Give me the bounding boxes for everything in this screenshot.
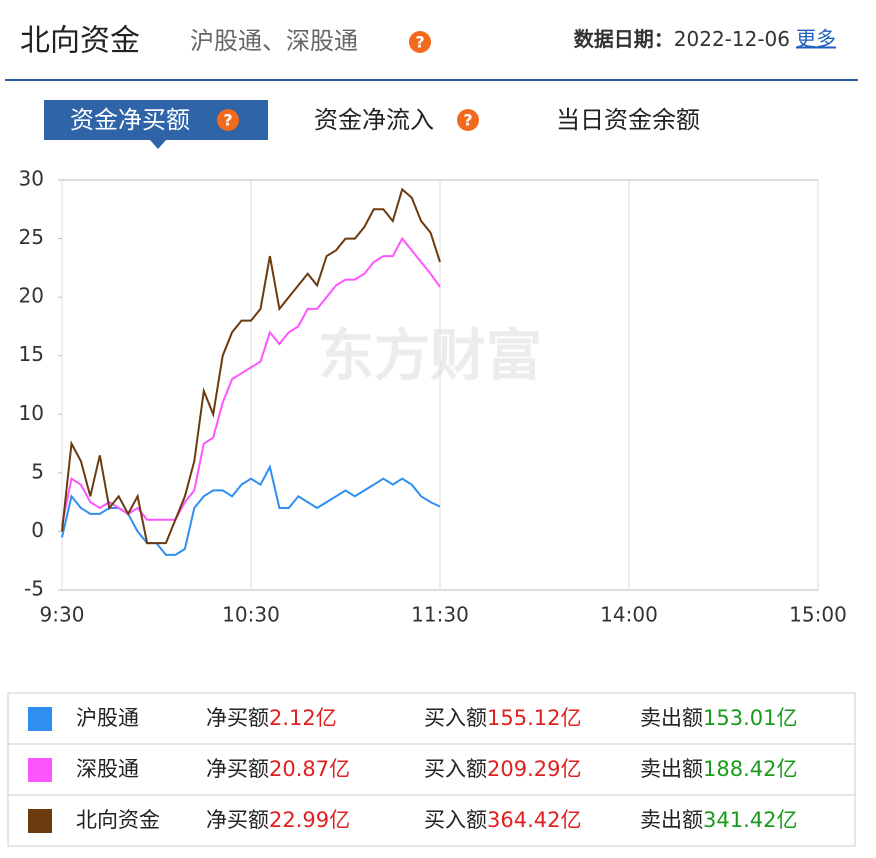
date: 2022-12-06 <box>674 27 790 51</box>
net-value: 2.12亿 <box>269 706 337 730</box>
x-tick-label: 15:00 <box>789 603 847 627</box>
sell-label: 卖出额 <box>640 706 703 730</box>
sell-value: 188.42亿 <box>703 757 797 781</box>
svg-text:?: ? <box>415 33 424 52</box>
tab-label: 资金净买额 <box>70 106 190 134</box>
buy-cell: 买入额155.12亿 <box>424 706 581 730</box>
x-tick-label: 9:30 <box>40 603 85 627</box>
summary-table <box>7 692 856 847</box>
buy-label: 买入额 <box>424 808 487 832</box>
subtitle: 沪股通、深股通 <box>190 27 358 55</box>
legend-swatch <box>28 809 52 833</box>
tab-label: 资金净流入 <box>314 106 434 134</box>
sell-cell: 卖出额188.42亿 <box>640 757 797 781</box>
buy-value: 209.29亿 <box>487 757 581 781</box>
buy-value: 155.12亿 <box>487 706 581 730</box>
net-cell: 净买额20.87亿 <box>206 757 350 781</box>
legend-swatch <box>28 707 52 731</box>
sell-value: 153.01亿 <box>703 706 797 730</box>
net-value: 20.87亿 <box>269 757 350 781</box>
plot: -5 0 5 10 15 20 25 30 9:30 10:30 11:30 14:00 15:00 <box>19 167 847 627</box>
legend-name: 北向资金 <box>76 808 160 832</box>
help-icon[interactable]: ? <box>409 31 431 53</box>
page-title: 北向资金 <box>20 24 140 59</box>
date-line: 数据日期：2022-12-06 <box>574 27 790 51</box>
tab-active[interactable]: 资金净买额 ? <box>44 100 268 149</box>
buy-label: 买入额 <box>424 757 487 781</box>
x-tick-label: 14:00 <box>600 603 658 627</box>
date-label: 数据日期： <box>574 27 674 51</box>
sell-label: 卖出额 <box>640 757 703 781</box>
y-tick-label: 10 <box>19 401 44 425</box>
net-label: 净买额 <box>206 808 269 832</box>
more-link[interactable]: 更多 <box>796 27 836 51</box>
y-tick-label: 25 <box>19 225 44 249</box>
x-tick-label: 10:30 <box>222 603 280 627</box>
buy-cell: 买入额209.29亿 <box>424 757 581 781</box>
y-tick-label: -5 <box>24 577 44 601</box>
y-tick-label: 30 <box>19 167 44 191</box>
y-tick-label: 20 <box>19 284 44 308</box>
buy-cell: 买入额364.42亿 <box>424 808 581 832</box>
net-label: 净买额 <box>206 706 269 730</box>
tab[interactable]: 资金净流入 ? <box>314 106 479 134</box>
sell-label: 卖出额 <box>640 808 703 832</box>
y-tick-label: 0 <box>31 518 44 542</box>
buy-label: 买入额 <box>424 706 487 730</box>
tab[interactable]: 当日资金余额 <box>556 106 700 134</box>
legend-name: 沪股通 <box>76 706 139 730</box>
series-line <box>61 236 441 526</box>
legend-swatch <box>28 758 52 782</box>
y-tick-label: 5 <box>31 459 44 483</box>
sell-cell: 卖出额153.01亿 <box>640 706 797 730</box>
x-tick-label: 11:30 <box>411 603 469 627</box>
svg-text:?: ? <box>463 111 472 130</box>
net-label: 净买额 <box>206 757 269 781</box>
sell-cell: 卖出额341.42亿 <box>640 808 797 832</box>
net-cell: 净买额22.99亿 <box>206 808 350 832</box>
sell-value: 341.42亿 <box>703 808 797 832</box>
net-cell: 净买额2.12亿 <box>206 706 337 730</box>
legend-name: 深股通 <box>76 757 139 781</box>
watermark: 东方财富 <box>318 324 542 389</box>
series-line <box>61 187 441 545</box>
net-value: 22.99亿 <box>269 808 350 832</box>
y-tick-label: 15 <box>19 342 44 366</box>
svg-text:?: ? <box>223 111 232 130</box>
buy-value: 364.42亿 <box>487 808 581 832</box>
